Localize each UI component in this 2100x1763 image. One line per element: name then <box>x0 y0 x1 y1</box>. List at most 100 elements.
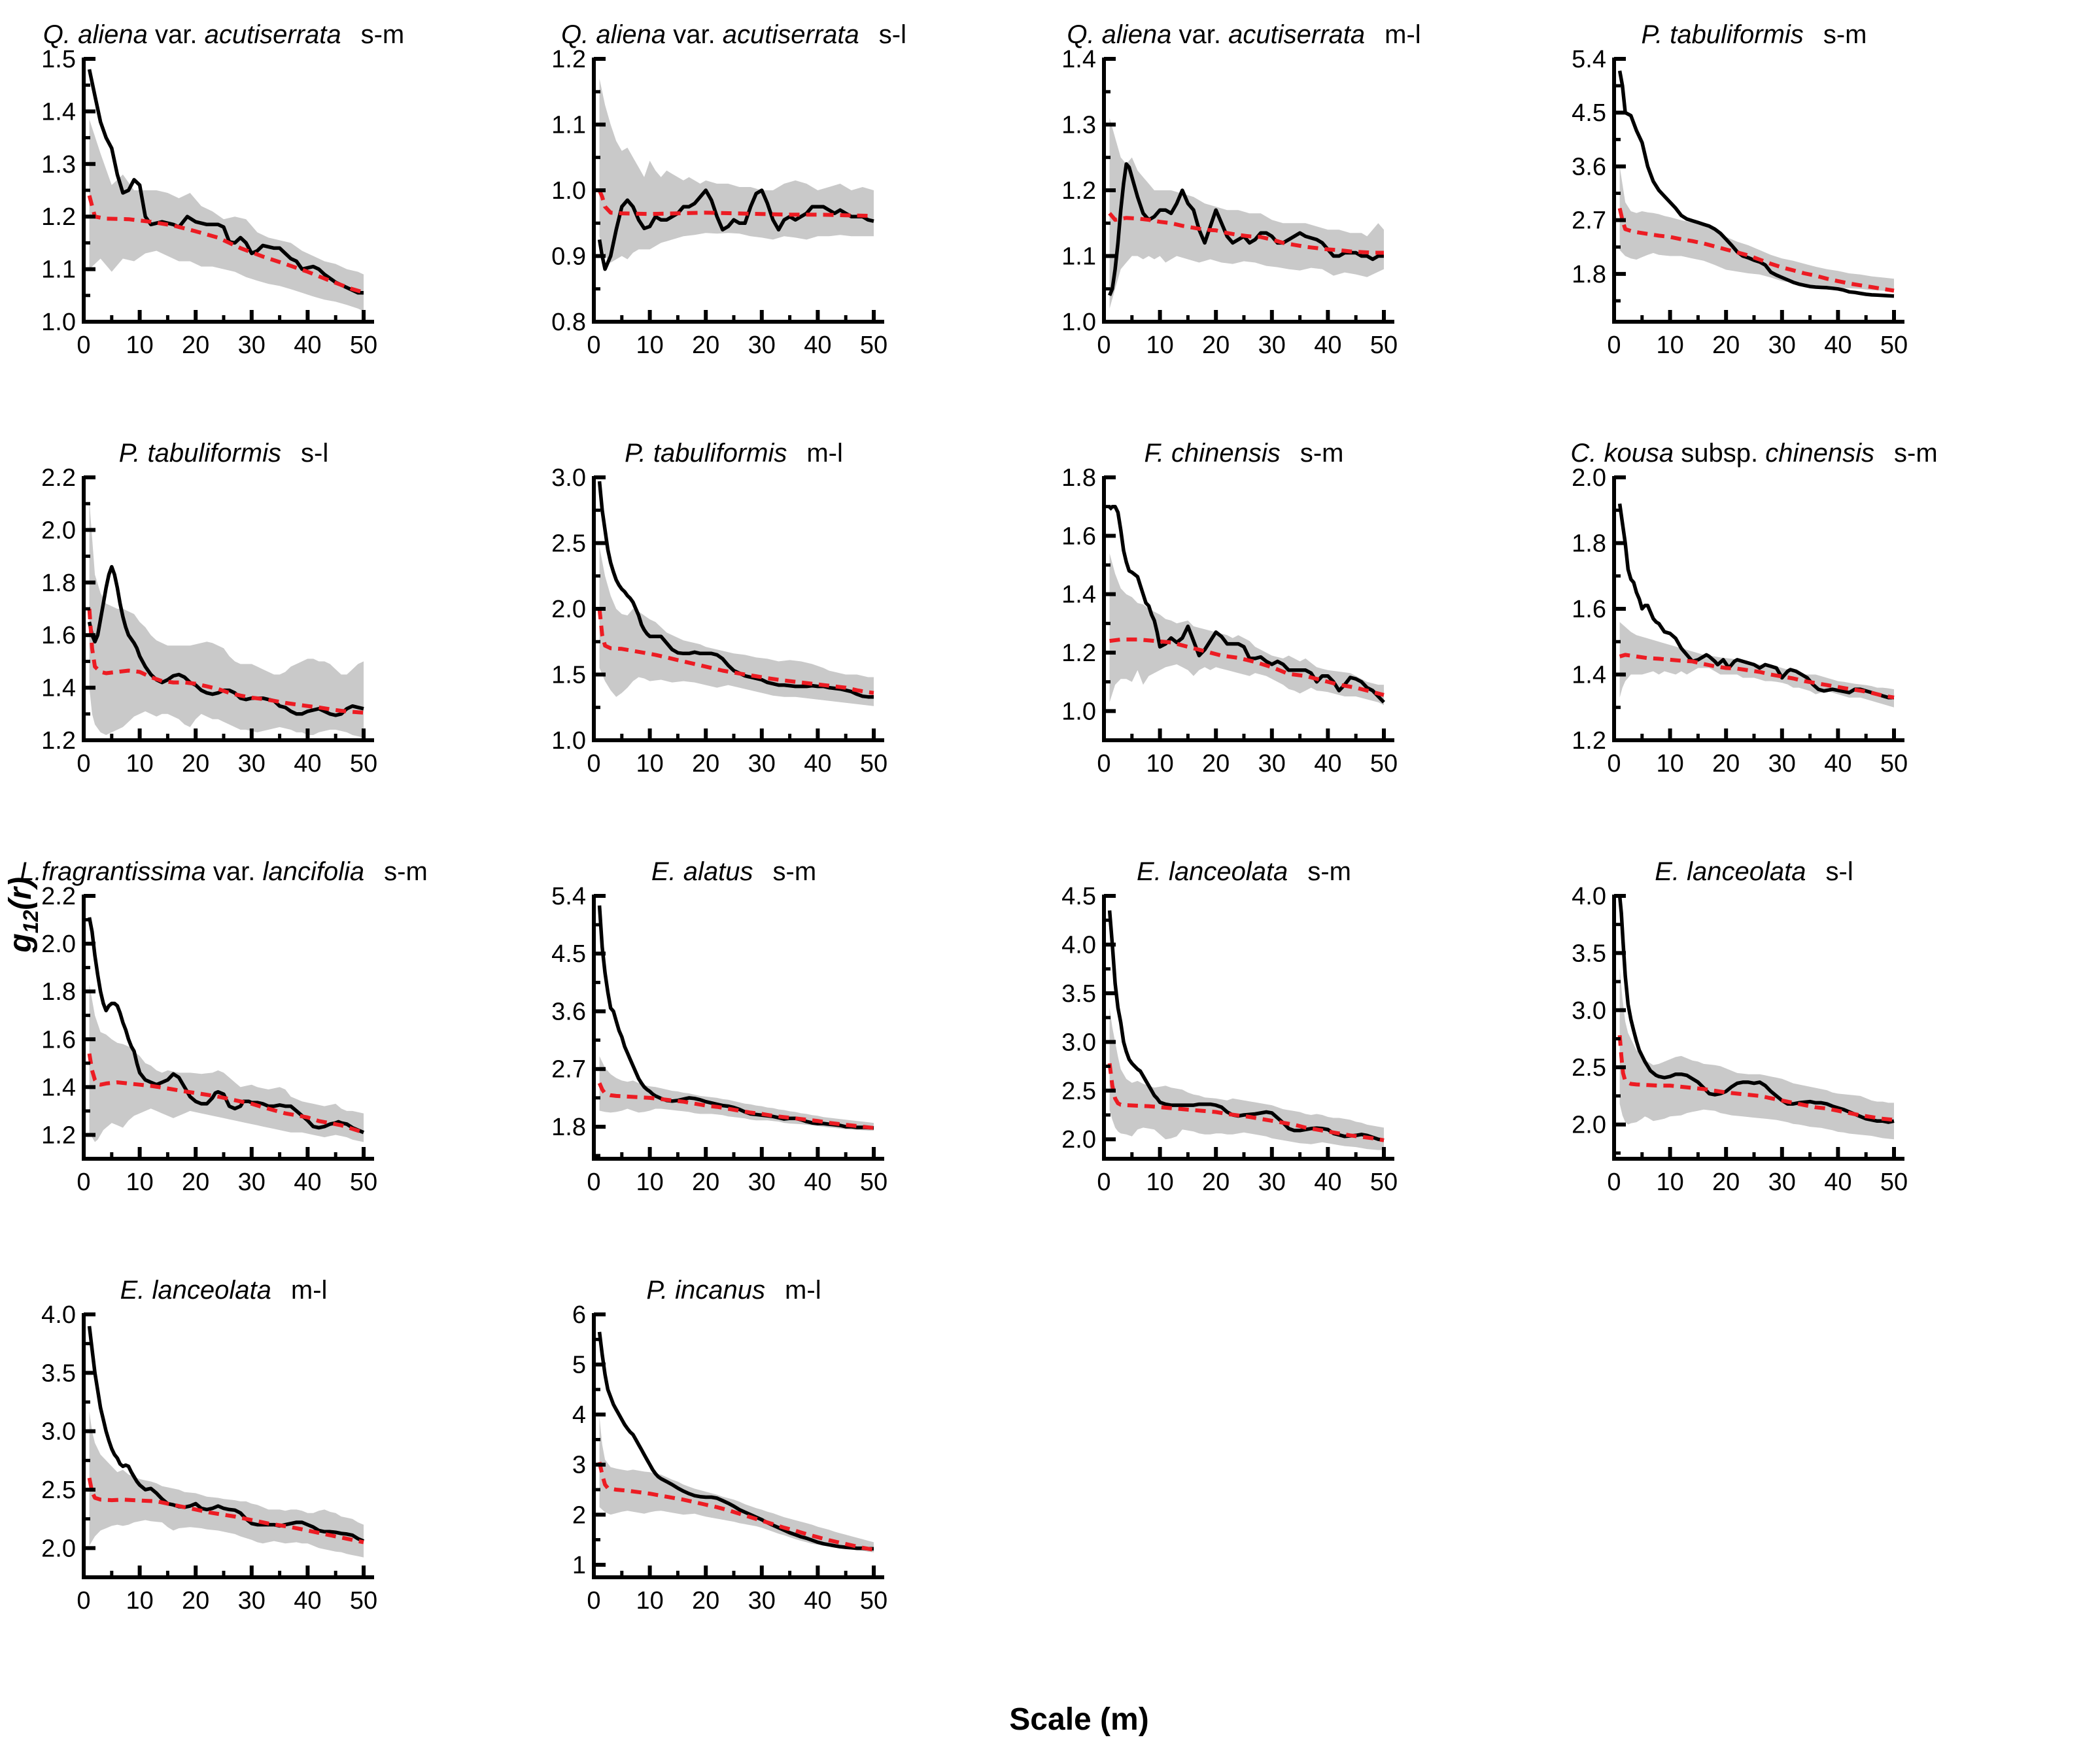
x-tick-label: 30 <box>1258 1169 1286 1196</box>
x-tick-label: 30 <box>238 750 266 778</box>
panel-title: P. incanus m-l <box>646 1276 821 1305</box>
y-tick-label: 1.1 <box>1061 243 1096 271</box>
x-tick-label: 0 <box>587 332 600 359</box>
confidence-envelope <box>89 501 364 738</box>
ticks <box>594 57 876 324</box>
y-tick-label: 1 <box>572 1552 586 1579</box>
axes <box>1612 58 1904 324</box>
y-tick-label: 1.2 <box>1061 177 1096 205</box>
x-tick-label: 0 <box>77 750 90 778</box>
y-tick-label: 1.0 <box>41 309 76 336</box>
y-tick-label: 1.2 <box>41 203 76 231</box>
x-tick-label: 40 <box>804 332 831 359</box>
x-tick-label: 50 <box>860 1587 887 1615</box>
size-pair-label: s-m <box>1823 20 1867 49</box>
y-tick-label: 3.0 <box>1061 1029 1096 1056</box>
x-tick-label: 40 <box>1314 750 1341 778</box>
x-tick-label: 0 <box>1607 1169 1621 1196</box>
x-tick-label: 40 <box>294 1169 321 1196</box>
y-tick-label: 2.5 <box>1572 1054 1606 1082</box>
size-pair-label: s-m <box>361 20 405 49</box>
chart-p-tabuliformis-s-l: P. tabuliformis s-l 1.2 1.4 1.6 1.8 2.0 2.2 0 10 2… <box>41 439 377 778</box>
observed-line <box>597 1331 874 1551</box>
panel-title: Q. aliena var. acutiserrata s-m <box>43 20 404 49</box>
panel-p-tabuliformis-s-m: P. tabuliformis s-m 1.8 2.7 3.6 4.5 5.4 0 10 20 30… <box>1530 9 2040 428</box>
size-pair-label: s-l <box>879 20 906 49</box>
y-tick-label: 1.8 <box>1572 261 1606 288</box>
expected-line <box>1109 637 1385 697</box>
x-tick-label: 30 <box>238 332 266 359</box>
x-tick-label: 10 <box>1656 332 1683 359</box>
tick-labels: 2.0 2.5 3.0 3.5 4.0 0 10 20 30 40 50 <box>41 1301 377 1615</box>
y-tick-label: 1.0 <box>551 727 586 755</box>
x-tick-label: 20 <box>182 750 209 778</box>
x-tick-label: 10 <box>1146 750 1173 778</box>
x-tick-label: 10 <box>126 1169 153 1196</box>
y-tick-label: 2.0 <box>41 517 76 544</box>
y-tick-label: 2.0 <box>41 931 76 958</box>
y-tick-label: 1.6 <box>41 1026 76 1053</box>
panel-f-chinensis-s-m: F. chinensis s-m 1.0 1.2 1.4 1.6 1.8 0 10 20 30 40 5… <box>1020 428 1530 846</box>
y-tick-label: 0.8 <box>551 309 586 336</box>
y-tick-label: 5 <box>572 1352 586 1379</box>
y-tick-label: 1.2 <box>1061 640 1096 667</box>
ticks <box>594 1312 876 1577</box>
x-tick-label: 30 <box>748 332 776 359</box>
chart-q-aliena-acutiserrata-m-l: Q. aliena var. acutiserrata m-l1.01.11.21… <box>1061 20 1420 359</box>
y-tick-label: 1.8 <box>41 570 76 597</box>
size-pair-label: s-m <box>773 857 817 886</box>
y-tick-label: 1.6 <box>1572 596 1606 623</box>
observed-line <box>1617 70 1895 298</box>
x-tick-label: 40 <box>1824 332 1851 359</box>
y-tick-label: 1.5 <box>41 46 76 73</box>
expected-line <box>1108 212 1384 255</box>
chart-e-lanceolata-s-m: E. lanceolata s-m 2.0 2.5 3.0 3.5 4.0 4.5 0 10 20 3… <box>1061 857 1398 1196</box>
observed-line <box>1108 162 1384 296</box>
chart-e-lanceolata-s-l: E. lanceolata s-l 2.0 2.5 3.0 3.5 4.0 0 10 20 30 40… <box>1572 857 1908 1196</box>
x-tick-label: 0 <box>1097 332 1110 359</box>
panel-title: P. tabuliformis s-l <box>119 439 328 468</box>
observed-line <box>1617 503 1894 700</box>
observed-line <box>597 905 874 1130</box>
x-tick-label: 40 <box>1314 332 1341 359</box>
x-tick-label: 30 <box>1258 332 1286 359</box>
x-tick-label: 30 <box>1258 750 1286 778</box>
x-tick-label: 10 <box>636 332 663 359</box>
x-tick-label: 40 <box>294 1587 321 1615</box>
tick-labels: 1.0 1.2 1.4 1.6 1.8 0 10 20 30 40 50 <box>1061 464 1398 778</box>
y-tick-label: 1.3 <box>41 151 76 179</box>
x-tick-label: 50 <box>1370 332 1398 359</box>
tick-labels: 1.0 1.1 1.2 1.3 1.4 1.5 0 10 20 30 40 50 <box>41 46 377 359</box>
x-tick-label: 10 <box>126 750 153 778</box>
x-tick-label: 20 <box>182 1587 209 1615</box>
x-tick-label: 20 <box>182 332 209 359</box>
y-tick-label: 3.5 <box>1572 940 1606 967</box>
y-tick-label: 2.0 <box>1572 464 1606 492</box>
confidence-envelope <box>599 547 874 706</box>
y-tick-label: 1.1 <box>41 256 76 284</box>
x-tick-label: 10 <box>636 1169 663 1196</box>
panel-title: L.fragrantissima var. lancifolia s-m <box>20 857 428 886</box>
y-tick-label: 4 <box>572 1401 586 1429</box>
panel-e-lanceolata-s-l: E. lanceolata s-l 2.0 2.5 3.0 3.5 4.0 0 10 20 30 40… <box>1530 846 2040 1265</box>
panel-p-tabuliformis-m-l: P. tabuliformis m-l 1.0 1.5 2.0 2.5 3.0 0 10 20 30… <box>510 428 1020 846</box>
x-tick-label: 40 <box>804 1169 831 1196</box>
x-tick-label: 40 <box>804 1587 831 1615</box>
y-tick-label: 4.0 <box>1061 931 1096 959</box>
size-pair-label: s-l <box>301 439 328 468</box>
tick-labels: 1.8 2.7 3.6 4.5 5.4 0 10 20 30 40 50 <box>1572 46 1908 359</box>
x-tick-label: 0 <box>1097 1169 1110 1196</box>
x-tick-label: 20 <box>182 1169 209 1196</box>
panel-e-lanceolata-s-m: E. lanceolata s-m 2.0 2.5 3.0 3.5 4.0 4.5 0 10 20 3… <box>1020 846 1530 1265</box>
observed-line <box>597 188 874 271</box>
confidence-envelope <box>89 1411 364 1558</box>
y-tick-label: 5.4 <box>1572 46 1606 73</box>
tick-labels: 2.0 2.5 3.0 3.5 4.0 4.5 0 10 20 30 40 50 <box>1061 883 1398 1196</box>
x-tick-label: 10 <box>1146 332 1173 359</box>
y-tick-label: 1.4 <box>41 98 76 126</box>
y-tick-label: 1.8 <box>551 1114 586 1141</box>
size-pair-label: m-l <box>291 1276 328 1305</box>
y-tick-label: 2.5 <box>551 530 586 558</box>
y-tick-label: 2.5 <box>41 1477 76 1504</box>
x-tick-label: 0 <box>77 332 90 359</box>
